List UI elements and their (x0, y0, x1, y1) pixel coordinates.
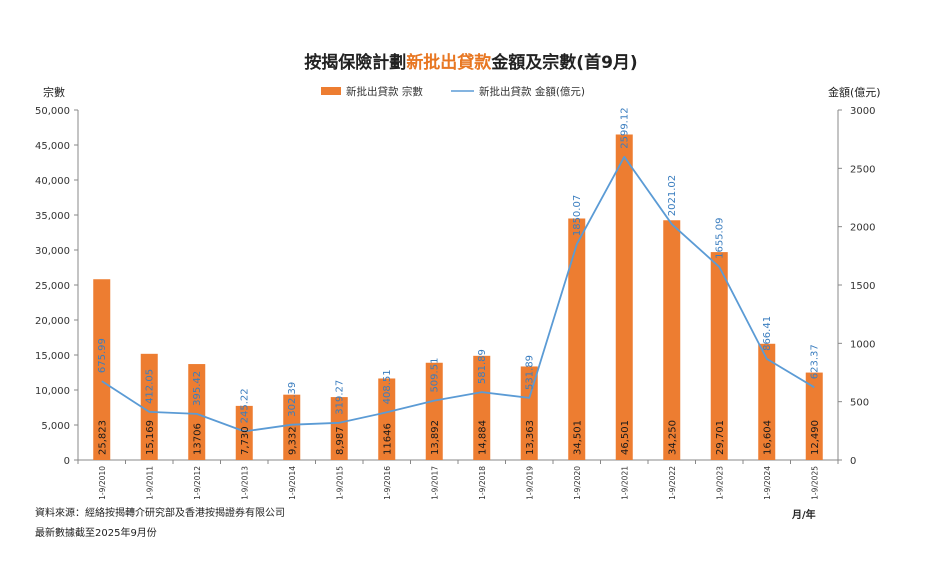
line-label: 245.22 (240, 388, 251, 423)
x-tick-label: 1-9/2022 (668, 466, 677, 500)
bar-1-9/2021 (616, 134, 633, 460)
legend: 新批出貸款 宗數 新批出貸款 金額(億元) (321, 85, 585, 98)
line-label: 1850.07 (572, 195, 583, 236)
left-tick-label: 0 (64, 456, 70, 467)
x-tick-label: 1-9/2024 (763, 466, 772, 500)
left-tick-label: 35,000 (35, 211, 70, 222)
chart-title-part-1: 按揭保險計劃 (304, 52, 406, 73)
legend-bar-label: 新批出貸款 宗數 (346, 85, 423, 98)
left-tick-label: 45,000 (35, 141, 70, 152)
x-tick-label: 1-9/2017 (430, 466, 439, 500)
left-tick-label: 20,000 (35, 316, 70, 327)
x-tick-label: 1-9/2021 (620, 466, 629, 500)
x-tick-label: 1-9/2016 (383, 466, 392, 500)
bar-label: 16,604 (762, 420, 773, 455)
source-note: 資料來源：經絡按揭轉介研究部及香港按揭證券有限公司 (35, 506, 285, 519)
left-tick-label: 25,000 (35, 281, 70, 292)
x-tick-label: 1-9/2025 (810, 466, 819, 500)
left-tick-label: 10,000 (35, 386, 70, 397)
x-tick-label: 1-9/2015 (335, 466, 344, 500)
left-tick-label: 5,000 (41, 421, 70, 432)
right-tick-label: 0 (850, 456, 856, 467)
x-axis-ticks: 1-9/2010 1-9/2011 1-9/2012 1-9/2013 1-9/2014… (78, 460, 838, 500)
line-label: 581.89 (477, 349, 488, 384)
x-tick-label: 1-9/2019 (525, 466, 534, 500)
x-tick-label: 1-9/2014 (288, 466, 297, 500)
right-axis-title: 金額(億元) (828, 85, 881, 99)
bar-label: 13706 (192, 423, 203, 455)
bar-label: 34,250 (667, 420, 678, 455)
bar-label: 25,823 (97, 420, 108, 455)
chart-title-part-3: 金額及宗數(首9月) (490, 52, 637, 73)
left-tick-label: 15,000 (35, 351, 70, 362)
line-label: 623.37 (810, 344, 821, 379)
left-axis-title: 宗數 (43, 85, 65, 99)
right-axis-ticks: 0 500 1000 1500 2000 2500 3000 (838, 106, 875, 467)
x-tick-label: 1-9/2020 (573, 466, 582, 500)
right-tick-label: 3000 (850, 106, 875, 117)
left-tick-label: 40,000 (35, 176, 70, 187)
bar-label: 34,501 (572, 420, 583, 455)
x-tick-label: 1-9/2023 (715, 466, 724, 500)
line-label: 866.41 (762, 316, 773, 351)
left-axis-ticks: 0 5,000 10,000 15,000 20,000 25,000 30,000 35,0… (35, 106, 78, 467)
line-label: 531.89 (525, 355, 536, 390)
line-label: 1655.09 (715, 218, 726, 259)
bar-label: 12,490 (810, 420, 821, 455)
line-label: 509.51 (430, 358, 441, 393)
line-label: 395.42 (192, 371, 203, 406)
bar-label: 8,987 (335, 426, 346, 455)
left-tick-label: 50,000 (35, 106, 70, 117)
line-label: 319.27 (335, 380, 346, 415)
cutoff-note: 最新數據截至2025年9月份 (35, 526, 157, 539)
bar-label: 14,884 (477, 420, 488, 455)
left-tick-label: 30,000 (35, 246, 70, 257)
right-tick-label: 1000 (850, 339, 875, 350)
bar-label: 29,701 (715, 420, 726, 455)
chart-title: 按揭保險計劃新批出貸款金額及宗數(首9月) (304, 52, 637, 73)
bar-label: 13,892 (430, 420, 441, 455)
bar-label: 15,169 (145, 420, 156, 455)
bar-label: 9,332 (287, 426, 298, 455)
line-label: 408.51 (382, 369, 393, 404)
x-tick-label: 1-9/2018 (478, 466, 487, 500)
x-tick-label: 1-9/2011 (145, 466, 154, 500)
right-tick-label: 1500 (850, 281, 875, 292)
legend-bar-swatch (321, 87, 341, 95)
chart-title-part-2: 新批出貸款 (406, 52, 492, 73)
bar-series (93, 134, 823, 460)
x-tick-label: 1-9/2010 (98, 466, 107, 500)
amount-line (102, 157, 815, 432)
x-axis-unit: 月/年 (791, 508, 816, 521)
line-label: 2021.02 (667, 175, 678, 216)
line-label: 2599.12 (620, 107, 631, 148)
line-label: 302.39 (287, 382, 298, 417)
bar-label: 13,363 (525, 420, 536, 455)
bar-label: 11646 (382, 423, 393, 455)
line-series (102, 157, 815, 432)
legend-line-label: 新批出貸款 金額(億元) (479, 85, 585, 98)
x-tick-label: 1-9/2013 (240, 466, 249, 500)
bar-label: 46,501 (620, 420, 631, 455)
bar-label: 7,730 (240, 426, 251, 455)
right-tick-label: 500 (850, 398, 869, 409)
line-label: 675.99 (97, 338, 108, 373)
right-tick-label: 2500 (850, 164, 875, 175)
x-tick-label: 1-9/2012 (193, 466, 202, 500)
line-label: 412.05 (145, 369, 156, 404)
right-tick-label: 2000 (850, 223, 875, 234)
